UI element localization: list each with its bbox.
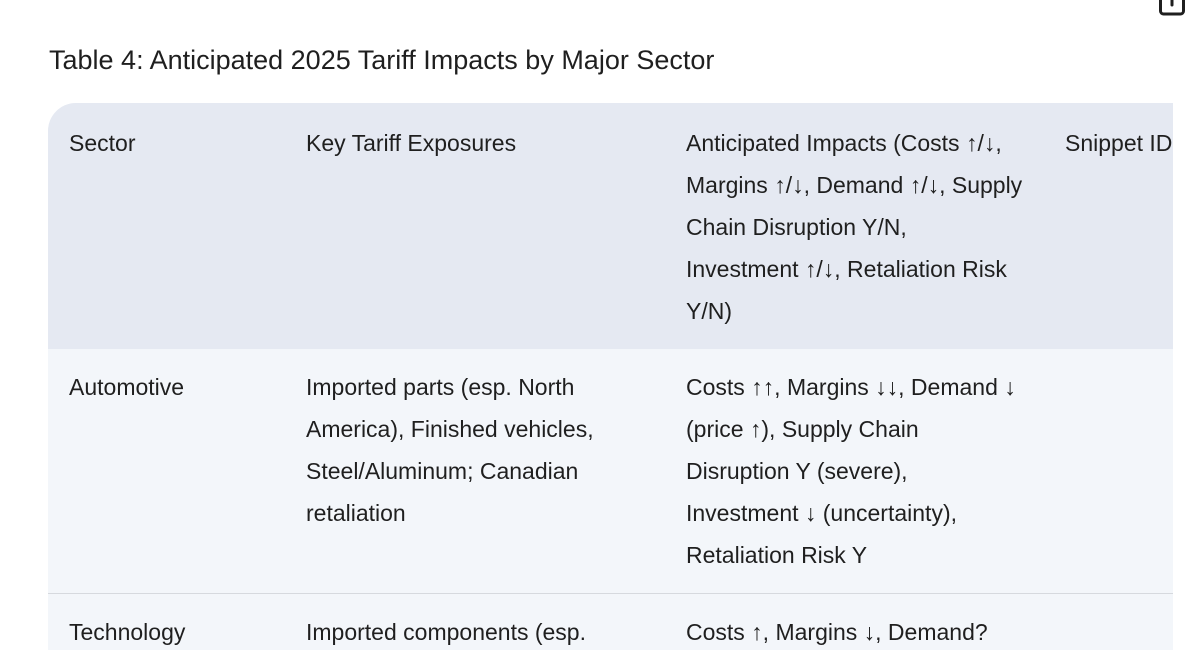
table-header-row: Sector Key Tariff Exposures Anticipated … [48,103,1173,349]
impacts-table: Sector Key Tariff Exposures Anticipated … [48,103,1173,650]
cell-impacts: Costs ↑↑, Margins ↓↓, Demand ↓ (price ↑)… [686,374,1016,568]
share-icon[interactable] [1159,0,1185,16]
cell-snippet [1044,594,1173,650]
table-row: Technology Imported components (esp. Cos… [48,594,1173,650]
cell-exposures: Imported components (esp. [306,619,586,645]
header-key-tariff-exposures: Key Tariff Exposures [306,130,517,156]
cell-exposures: Imported parts (esp. North America), Fin… [306,374,594,526]
header-sector: Sector [69,130,136,156]
table-row: Automotive Imported parts (esp. North Am… [48,349,1173,594]
table-container[interactable]: Sector Key Tariff Exposures Anticipated … [48,103,1173,650]
cell-sector: Automotive [69,374,185,400]
header-snippet-ids: Snippet IDs [1065,130,1173,156]
cell-snippet [1044,349,1173,594]
table-title: Table 4: Anticipated 2025 Tariff Impacts… [49,45,715,75]
cell-impacts: Costs ↑, Margins ↓, Demand? [686,619,988,645]
header-anticipated-impacts: Anticipated Impacts (Costs ↑/↓, Margins … [686,130,1023,324]
cell-sector: Technology [69,619,186,645]
